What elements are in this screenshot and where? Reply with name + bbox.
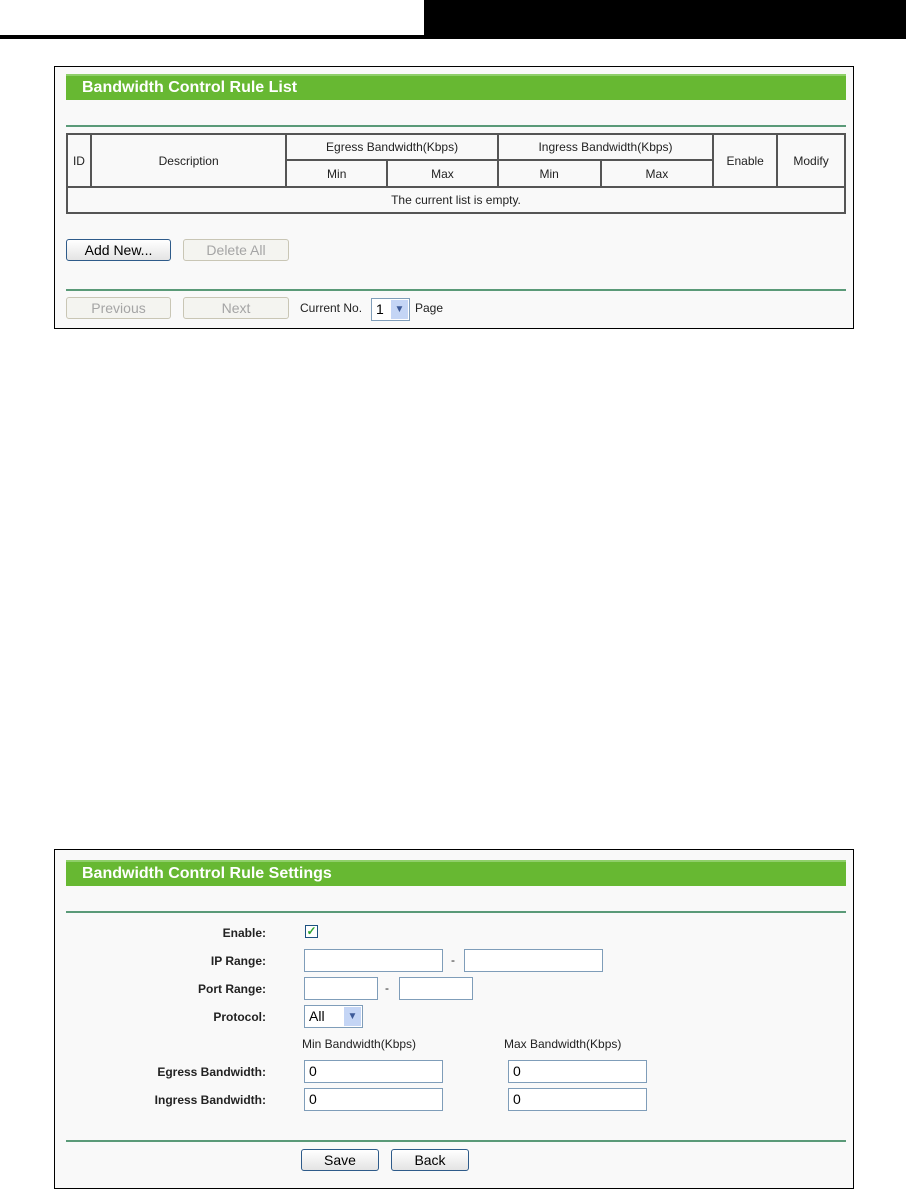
col-ingress: Ingress Bandwidth(Kbps) — [496, 133, 715, 161]
col-egress: Egress Bandwidth(Kbps) — [285, 133, 499, 161]
ingress-label: Ingress Bandwidth: — [154, 1093, 266, 1107]
delete-all-button[interactable]: Delete All — [183, 239, 289, 261]
col-id: ID — [66, 133, 92, 188]
min-bandwidth-header: Min Bandwidth(Kbps) — [302, 1037, 417, 1051]
document-header-block — [424, 0, 906, 39]
ingress-min-input[interactable]: 0 — [304, 1088, 443, 1111]
enable-label: Enable: — [222, 926, 266, 940]
rule-table: ID Description Egress Bandwidth(Kbps) In… — [66, 133, 846, 214]
col-description: Description — [89, 133, 288, 188]
col-ingress-min: Min — [496, 159, 602, 188]
range-separator: - — [451, 953, 455, 967]
divider — [66, 289, 846, 291]
divider — [66, 911, 846, 913]
col-ingress-max: Max — [599, 159, 715, 188]
document-header-rule — [0, 35, 424, 39]
panel-title: Bandwidth Control Rule Settings — [66, 860, 846, 886]
next-button[interactable]: Next — [183, 297, 289, 319]
port-start-input[interactable] — [304, 977, 378, 1000]
port-end-input[interactable] — [399, 977, 473, 1000]
empty-message: The current list is empty. — [66, 186, 846, 214]
range-separator: - — [385, 981, 389, 995]
col-egress-max: Max — [386, 159, 499, 188]
divider — [66, 1140, 846, 1142]
page-select[interactable]: 1 ▼ — [371, 298, 410, 321]
back-button[interactable]: Back — [391, 1149, 469, 1171]
ip-range-label: IP Range: — [210, 954, 266, 968]
protocol-label: Protocol: — [213, 1010, 266, 1024]
current-no-label: Current No. — [300, 301, 363, 315]
col-enable: Enable — [712, 133, 779, 188]
chevron-down-icon: ▼ — [391, 300, 408, 319]
protocol-select[interactable]: All ▼ — [304, 1005, 363, 1028]
col-egress-min: Min — [285, 159, 389, 188]
ingress-max-input[interactable]: 0 — [508, 1088, 647, 1111]
egress-min-input[interactable]: 0 — [304, 1060, 443, 1083]
check-icon: ✓ — [306, 924, 317, 938]
egress-max-input[interactable]: 0 — [508, 1060, 647, 1083]
port-range-label: Port Range: — [197, 982, 266, 996]
rule-settings-panel: Bandwidth Control Rule Settings Enable: … — [54, 849, 854, 1189]
previous-button[interactable]: Previous — [66, 297, 171, 319]
add-new-button[interactable]: Add New... — [66, 239, 171, 261]
page-label: Page — [415, 301, 444, 315]
save-button[interactable]: Save — [301, 1149, 379, 1171]
page-select-value: 1 — [376, 301, 384, 317]
rule-list-panel: Bandwidth Control Rule List ID Descripti… — [54, 66, 854, 329]
egress-label: Egress Bandwidth: — [157, 1065, 266, 1079]
chevron-down-icon: ▼ — [344, 1007, 361, 1026]
panel-title: Bandwidth Control Rule List — [66, 74, 846, 100]
col-modify: Modify — [776, 133, 846, 188]
divider — [66, 125, 846, 127]
enable-checkbox[interactable]: ✓ — [305, 925, 318, 938]
ip-start-input[interactable] — [304, 949, 443, 972]
ip-end-input[interactable] — [464, 949, 603, 972]
protocol-value: All — [309, 1008, 325, 1024]
max-bandwidth-header: Max Bandwidth(Kbps) — [504, 1037, 622, 1051]
